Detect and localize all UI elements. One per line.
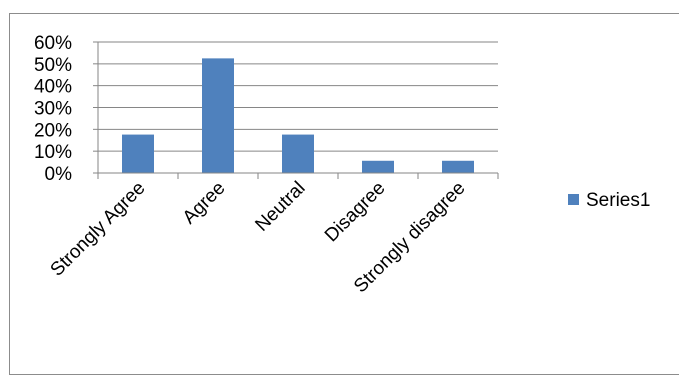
bar <box>202 58 234 173</box>
bar-series <box>122 58 474 173</box>
y-tick-label: 60% <box>34 33 72 54</box>
x-category-label: Strongly Agree <box>47 178 150 281</box>
bar <box>122 134 154 173</box>
y-axis-tick-labels: 0%10%20%30%40%50%60% <box>34 33 72 185</box>
legend-label: Series1 <box>586 190 650 211</box>
x-category-label: Disagree <box>321 178 390 247</box>
x-axis-category-labels: Strongly Agree Agree Neutral DisagreeStrong… <box>47 178 470 297</box>
bar <box>362 160 394 173</box>
y-tick-label: 0% <box>45 164 73 185</box>
y-tick-label: 40% <box>34 77 72 98</box>
chart-frame <box>9 13 679 375</box>
y-tick-label: 10% <box>34 142 72 163</box>
y-tick-label: 20% <box>34 120 72 141</box>
legend: Series1 <box>568 190 650 211</box>
y-tick-label: 50% <box>34 55 72 76</box>
bar <box>282 134 314 173</box>
legend-swatch <box>568 194 579 205</box>
axes <box>93 41 499 179</box>
x-category-label: Neutral <box>251 178 309 236</box>
bar <box>442 160 474 173</box>
y-tick-label: 30% <box>34 99 72 120</box>
x-category-label: Agree <box>179 178 230 229</box>
